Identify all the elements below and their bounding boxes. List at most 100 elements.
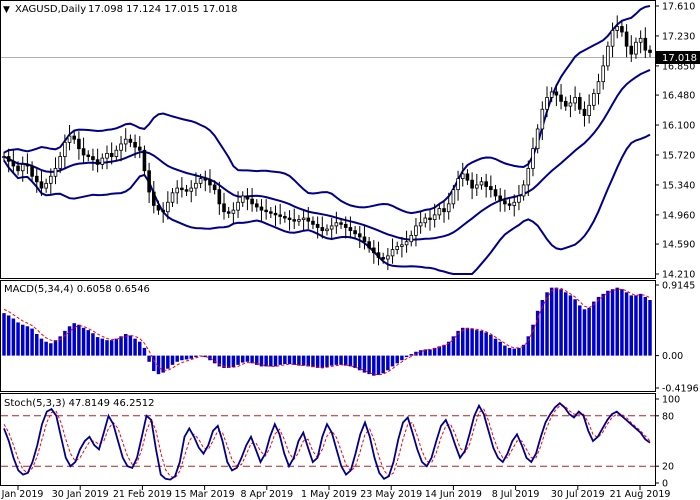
macd-bar (545, 292, 549, 356)
candle-body (203, 178, 208, 181)
macd-bar (587, 307, 591, 356)
macd-bar (531, 324, 535, 356)
candle-body (287, 217, 292, 221)
macd-bar (620, 289, 624, 356)
macd-bar (418, 350, 423, 356)
macd-bar (470, 328, 474, 356)
macd-signal-line (3, 287, 651, 376)
candle-body (582, 108, 587, 116)
macd-bar (498, 341, 502, 356)
candle-body (86, 154, 91, 157)
candle-body (184, 189, 189, 192)
candle-body (643, 37, 648, 51)
candle-body (180, 187, 184, 191)
macd-bar (194, 355, 198, 358)
candle-body (39, 181, 44, 189)
macd-bar (423, 349, 428, 356)
candle-body (240, 195, 245, 203)
macd-bar (615, 287, 619, 356)
symbol-icon: ▼ (3, 5, 10, 15)
macd-bar (592, 301, 596, 356)
candle-body (147, 170, 151, 193)
macd-bar (269, 355, 273, 367)
macd-bar (278, 355, 282, 365)
macd-y-tick-label: 0.9145 (662, 281, 695, 292)
macd-bar (437, 346, 442, 356)
macd-bar (53, 340, 58, 356)
x-tick-label: 8 Apr 2019 (240, 489, 293, 500)
macd-bar (287, 355, 292, 365)
candle-body (301, 217, 306, 221)
macd-bar (297, 355, 301, 366)
price-y-tick-label: 15.720 (662, 150, 695, 161)
price-y-tick-label: 17.230 (662, 31, 695, 42)
candle-body (381, 257, 385, 260)
candle-body (166, 201, 170, 213)
macd-bar (629, 295, 634, 356)
macd-bar (273, 355, 278, 367)
macd-bar (283, 355, 287, 365)
macd-bar (189, 355, 193, 359)
macd-bar (170, 355, 175, 365)
macd-bar (376, 355, 381, 375)
candle-body (311, 220, 315, 225)
macd-bar (30, 328, 34, 356)
macd-bar (49, 343, 53, 356)
candle-body (25, 164, 30, 167)
macd-bar (128, 335, 133, 356)
candle-body (231, 209, 236, 214)
candle-body (30, 165, 34, 177)
stoch-y-tick-label: 80 (662, 411, 674, 422)
candle-body (404, 241, 409, 246)
candle-body (521, 184, 526, 197)
macd-y-tick-label: 0.00 (662, 351, 683, 362)
x-tick-label: 30 Jul 2019 (551, 489, 605, 500)
macd-bar (624, 292, 629, 356)
candle-body (559, 94, 563, 102)
macd-bar (343, 355, 348, 366)
candle-body (577, 97, 582, 110)
macd-bar (72, 323, 76, 356)
candle-body (624, 31, 629, 47)
candle-body (222, 203, 226, 213)
macd-bar (517, 347, 521, 356)
macd-bar (255, 355, 259, 365)
stoch-main-line (3, 401, 651, 481)
macd-bar (606, 290, 610, 356)
x-tick-label: 1 May 2019 (301, 489, 357, 500)
macd-bar (212, 355, 217, 364)
macd-bar (507, 347, 512, 356)
candle-body (540, 108, 545, 130)
candle-body (105, 152, 109, 159)
candle-body (507, 203, 512, 206)
candle-body (517, 195, 521, 203)
candle-body (254, 203, 259, 208)
candle-body (545, 97, 549, 110)
candle-body (128, 138, 133, 143)
candle-body (414, 225, 418, 236)
candle-body (489, 186, 493, 191)
macd-bar (512, 348, 516, 356)
candle-body (390, 249, 395, 257)
macd-bar (563, 292, 568, 356)
macd-histogram (2, 287, 652, 376)
candle-body (451, 189, 456, 205)
macd-bar (20, 324, 25, 356)
current-price-tag (656, 51, 700, 64)
macd-bar (2, 313, 6, 356)
macd-bar (100, 338, 105, 356)
macd-bar (432, 347, 437, 356)
macd-bar (25, 326, 30, 356)
candle-body (339, 222, 343, 225)
candle-body (292, 219, 297, 222)
candle-body (6, 156, 11, 162)
macd-bar (521, 344, 526, 356)
price-panel-frame (0, 0, 656, 279)
candle-body (638, 37, 643, 43)
candle-body (2, 156, 6, 158)
candle-body (493, 189, 498, 197)
candle-body (175, 187, 179, 194)
macd-bar (451, 336, 456, 356)
candle-body (156, 205, 161, 211)
